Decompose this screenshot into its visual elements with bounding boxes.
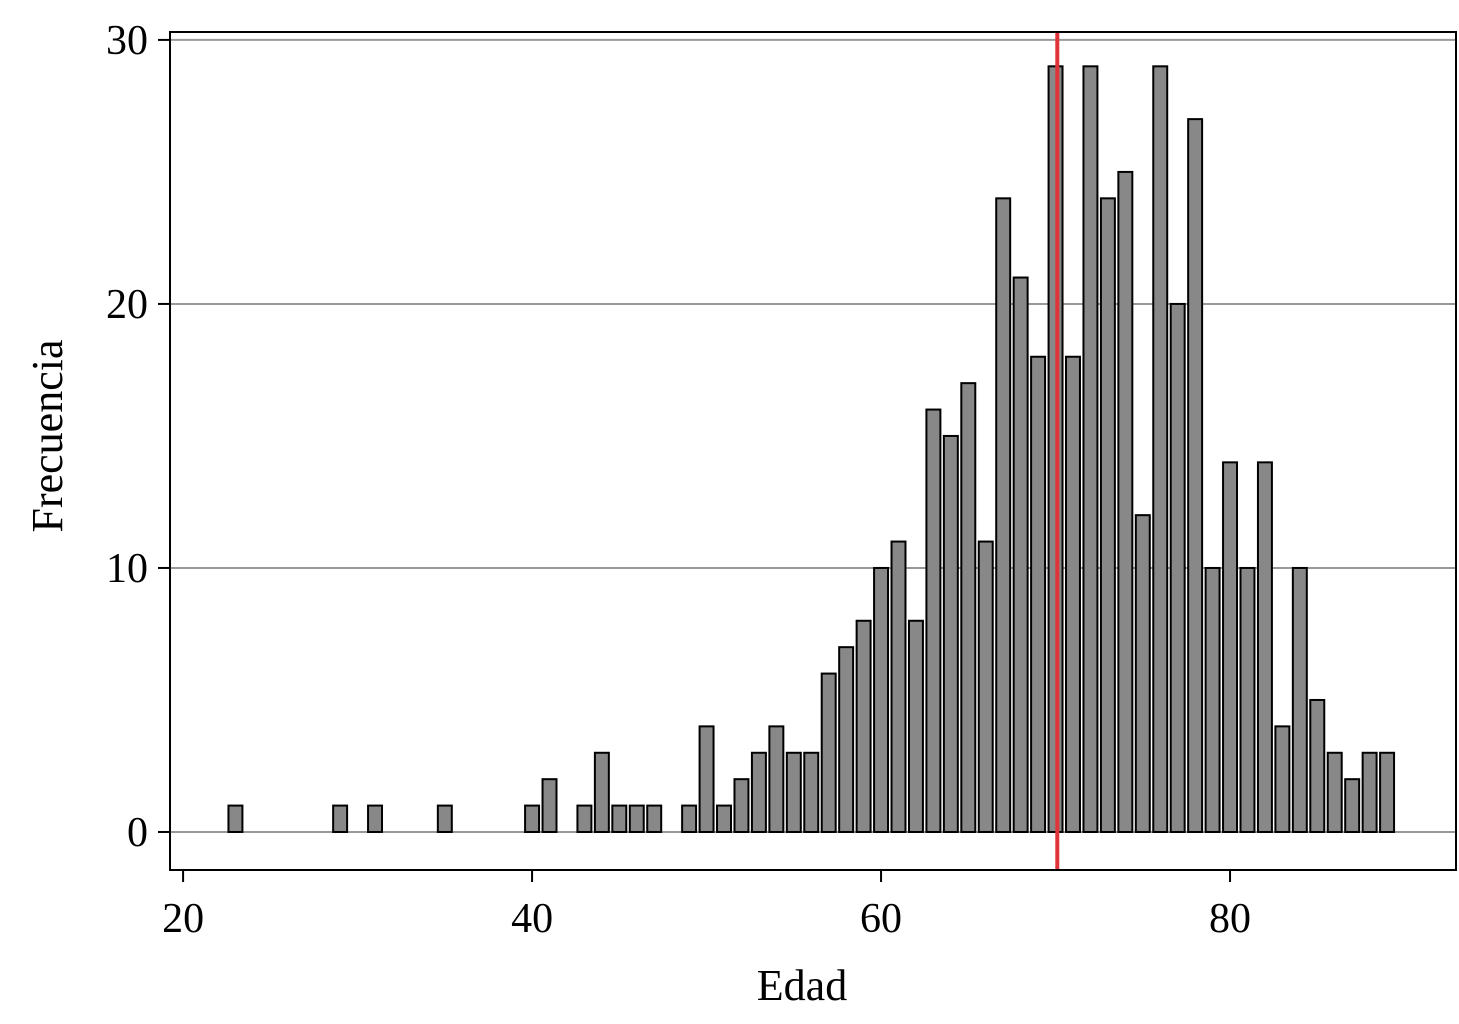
bar	[1222, 461, 1239, 833]
x-tick-label: 60	[860, 896, 902, 942]
bar	[925, 408, 942, 833]
bar	[1344, 778, 1361, 833]
bar	[1256, 461, 1273, 833]
bar	[227, 804, 244, 833]
bar	[611, 804, 628, 833]
bar	[332, 804, 349, 833]
bar	[1065, 355, 1081, 833]
bar	[820, 672, 837, 833]
y-tick-label: 0	[127, 810, 148, 856]
y-tick-label: 20	[106, 282, 148, 328]
bar	[1309, 698, 1326, 833]
x-axis-label: Edad	[757, 961, 847, 1010]
bar	[646, 804, 663, 833]
bar	[995, 197, 1012, 833]
bar	[785, 751, 802, 833]
bar	[960, 382, 977, 833]
bar	[698, 725, 715, 833]
bar	[855, 619, 872, 833]
bar	[367, 804, 384, 833]
bar	[681, 804, 698, 833]
bar	[1117, 170, 1134, 833]
bar	[1030, 355, 1047, 833]
bar	[803, 751, 820, 833]
bar	[750, 751, 767, 833]
bar	[942, 434, 959, 833]
bar	[838, 646, 855, 833]
x-tick-label: 80	[1209, 896, 1251, 942]
bar	[890, 540, 907, 833]
bar	[1239, 566, 1256, 833]
bar	[1291, 566, 1308, 833]
bar	[524, 804, 541, 833]
bar	[1169, 302, 1186, 833]
bar	[1134, 514, 1151, 833]
bar	[1204, 566, 1221, 833]
bar	[576, 804, 593, 833]
bar	[733, 778, 750, 833]
bar	[1082, 65, 1099, 833]
bar	[1152, 65, 1169, 833]
bar	[628, 804, 645, 833]
bar	[1187, 118, 1204, 833]
bar	[907, 619, 924, 833]
bar	[436, 804, 453, 833]
x-tick-label: 40	[511, 896, 553, 942]
y-tick-label: 30	[106, 18, 148, 64]
bar	[873, 566, 890, 833]
bar	[1099, 197, 1116, 833]
x-tick-label: 20	[162, 896, 204, 942]
y-tick-label: 10	[106, 546, 148, 592]
bar	[977, 540, 994, 833]
plot-frame	[169, 31, 1457, 871]
bar	[593, 751, 610, 833]
bar	[1012, 276, 1029, 833]
bar	[1379, 751, 1396, 833]
bar	[541, 778, 558, 833]
bar	[768, 725, 785, 833]
y-axis-label: Frecuencia	[23, 340, 72, 533]
bar	[1326, 751, 1343, 833]
bar	[716, 804, 732, 833]
bar	[1274, 725, 1291, 833]
bar	[1361, 751, 1378, 833]
